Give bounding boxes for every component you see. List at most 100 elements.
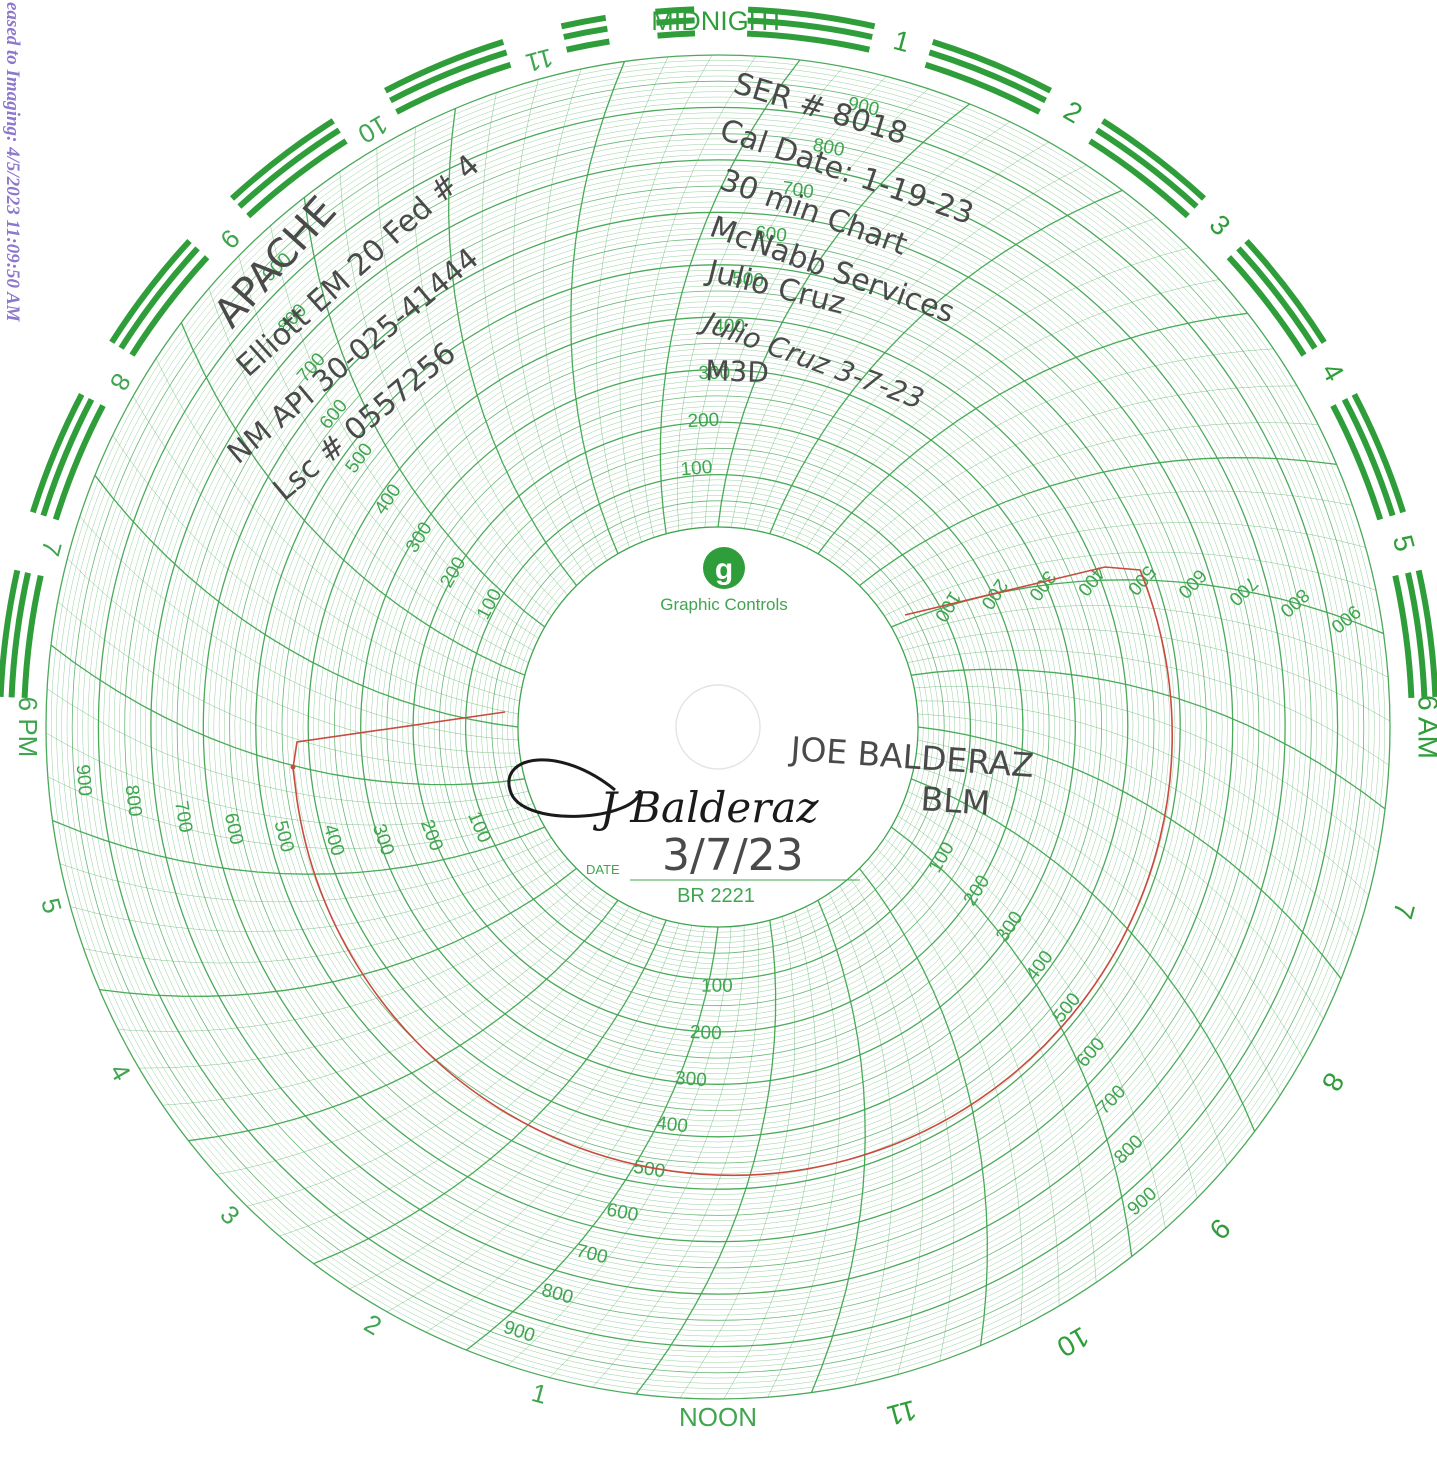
grid-ring: [161, 170, 1275, 1284]
quarter-hour-line: [902, 803, 1198, 1199]
quarter-hour-line: [897, 815, 1166, 1229]
hour-line: [717, 103, 971, 528]
scale-label: 400: [713, 315, 745, 337]
grid-ring: [45, 54, 1391, 1400]
scale-label: 100: [701, 976, 733, 997]
hour-line: [635, 920, 777, 1395]
grid-ring: [281, 290, 1155, 1164]
grid-ring: [318, 327, 1118, 1127]
scale-label: 900: [501, 1317, 538, 1347]
hour-line: [570, 61, 626, 555]
grid-ring: [286, 295, 1150, 1159]
hour-label-pm: 10: [353, 109, 393, 149]
quarter-hour-line: [246, 911, 642, 1207]
hour-label-pm: 9: [214, 223, 245, 254]
quarter-hour-line: [902, 628, 1391, 722]
witness-signature-text: J Balderaz: [592, 783, 819, 832]
hour-bar: [1244, 238, 1327, 344]
hour-bar: [40, 398, 95, 517]
quarter-hour-line: [216, 906, 630, 1175]
quarter-hour-line: [47, 776, 539, 849]
quarter-hour-line: [868, 490, 1353, 596]
grid-ring: [87, 96, 1349, 1358]
grid-ring: [276, 285, 1160, 1169]
scale-label: 500: [270, 819, 298, 855]
hour-bar: [565, 38, 610, 53]
hour-label-am: 8: [1316, 1068, 1351, 1097]
grid-ring: [376, 385, 1060, 1069]
grid-ring: [218, 227, 1218, 1227]
hour-bar: [563, 25, 608, 40]
brand-logo-icon: [703, 547, 745, 589]
hour-line: [448, 108, 578, 586]
hour-bar: [746, 30, 871, 53]
hour-bar: [21, 574, 44, 699]
hour-line: [917, 726, 1342, 980]
grid-ring: [140, 149, 1296, 1305]
hour-bar: [657, 30, 696, 39]
hour-bar: [928, 49, 1047, 104]
grid-ring: [481, 490, 955, 964]
quarter-hour-line: [413, 126, 568, 596]
grid-ring: [92, 101, 1344, 1353]
hour-line: [769, 189, 1123, 535]
quarter-hour-line: [794, 247, 1190, 543]
grid-ring: [428, 437, 1008, 1017]
hour-line: [659, 59, 801, 534]
quarter-hour-line: [619, 54, 713, 543]
chart-model: BR 2221: [677, 885, 755, 907]
grid-ring: [323, 332, 1113, 1122]
grid-ring: [82, 91, 1354, 1363]
scale-label: 200: [416, 817, 447, 854]
hour-bars: [0, 6, 1437, 699]
hour-line: [303, 197, 546, 628]
grid-ring: [491, 500, 945, 954]
grid-ring: [192, 201, 1244, 1253]
hour-bar: [1236, 246, 1318, 350]
grid-ring: [187, 196, 1249, 1258]
quarter-hour-line: [916, 700, 1369, 896]
hour-line: [99, 867, 577, 997]
hour-line: [465, 926, 719, 1351]
grid-ring: [512, 521, 924, 933]
hour-label-pm: 11: [522, 43, 556, 79]
grid-ring: [433, 442, 1003, 1012]
grid-ring: [176, 185, 1260, 1269]
quarter-hour-line: [849, 422, 1319, 577]
hour-bar: [1415, 569, 1437, 698]
hour-label-pm: 2: [359, 1308, 387, 1341]
quarter-hour-line: [676, 66, 844, 531]
grid-ring: [355, 364, 1081, 1090]
quarter-hour-line: [57, 601, 522, 769]
quarter-hour-line: [507, 926, 732, 1366]
grid-ring: [229, 238, 1207, 1216]
quarter-hour-line: [828, 348, 1274, 561]
hour-label-am: 7: [1387, 899, 1421, 922]
hour-label-am: 10: [1052, 1321, 1094, 1363]
quarter-hour-line: [513, 79, 597, 569]
hour-label-pm: 8: [104, 368, 137, 396]
quarter-hour-line: [756, 164, 1087, 531]
scale-label: 700: [170, 800, 196, 835]
grid-ring: [250, 259, 1186, 1195]
hour-label-am: 11: [884, 1394, 920, 1431]
quarter-hour-line: [270, 225, 539, 639]
hour-label-am: 1: [890, 24, 913, 58]
hour-line: [910, 778, 1256, 1132]
grid-ring: [66, 75, 1370, 1379]
scale-label: 500: [1123, 561, 1160, 599]
hour-label-pm: 5: [35, 895, 68, 917]
quarter-hour-line: [60, 837, 552, 903]
quarter-hour-line: [339, 171, 552, 617]
scale-label: 900: [1124, 1183, 1162, 1220]
quarter-hour-line: [279, 916, 654, 1237]
grid-ring: [145, 154, 1291, 1300]
scale-label: 800: [539, 1280, 575, 1309]
grid-ring: [182, 191, 1254, 1263]
hour-label-pm: 1: [529, 1377, 551, 1410]
hour-bar: [1101, 118, 1207, 201]
scale-label: 600: [220, 811, 247, 846]
grid-ring: [496, 505, 940, 949]
grid-ring: [202, 211, 1234, 1243]
grid-ring: [438, 447, 998, 1007]
